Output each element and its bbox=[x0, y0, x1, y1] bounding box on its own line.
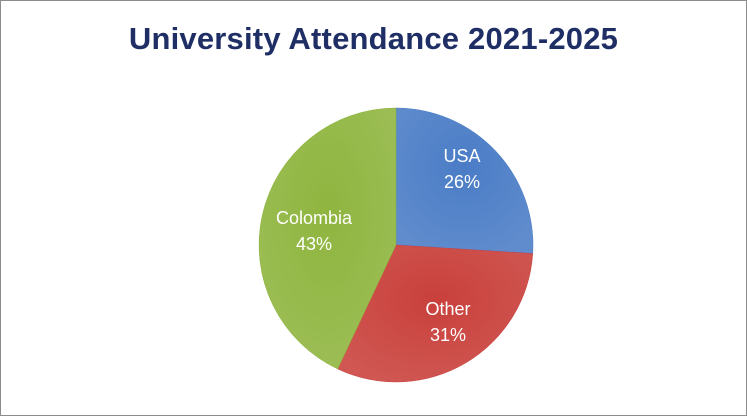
pie-slice-usa bbox=[395, 107, 534, 254]
pie-slice-colombia bbox=[258, 107, 397, 370]
pie-labels: USA 26% Other 31% Colombia 43% bbox=[276, 146, 481, 345]
slice-value-label: 26% bbox=[444, 172, 480, 192]
slice-category-label: Other bbox=[425, 299, 470, 319]
pie-slice-other bbox=[337, 244, 533, 383]
slice-value-label: 31% bbox=[430, 325, 466, 345]
pie-slices bbox=[258, 107, 534, 383]
slice-value-label: 43% bbox=[296, 234, 332, 254]
slice-category-label: Colombia bbox=[276, 208, 353, 228]
chart-title: University Attendance 2021-2025 bbox=[128, 21, 619, 56]
slice-category-label: USA bbox=[443, 146, 480, 166]
